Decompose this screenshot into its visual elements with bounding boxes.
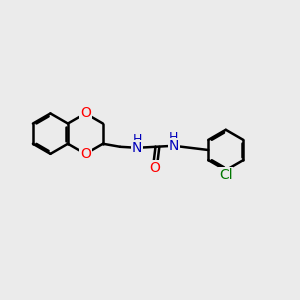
Text: O: O [80, 106, 91, 120]
Text: O: O [149, 160, 160, 175]
Text: N: N [169, 139, 179, 153]
Text: O: O [80, 147, 91, 161]
Text: N: N [132, 141, 142, 155]
Text: H: H [169, 131, 178, 144]
Text: Cl: Cl [219, 168, 232, 182]
Text: H: H [133, 133, 142, 146]
